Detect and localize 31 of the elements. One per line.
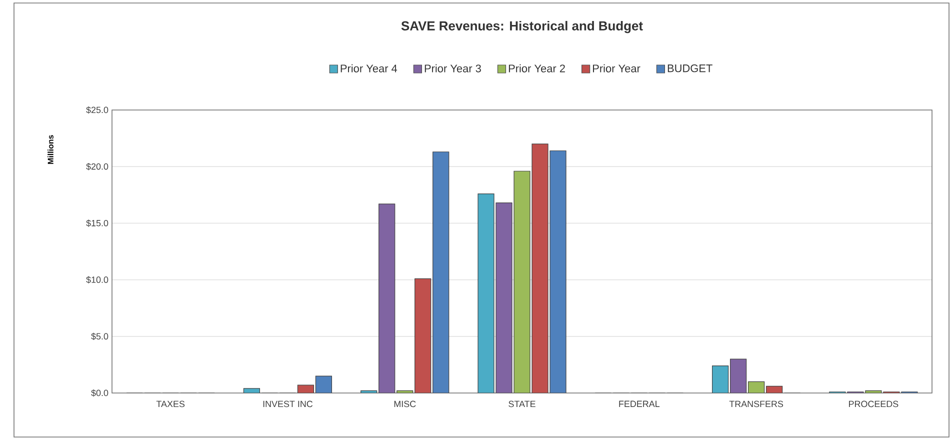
y-tick-label: $25.0 (86, 106, 108, 114)
x-tick-label: TAXES (156, 400, 185, 408)
legend-label: Prior Year 2 (508, 64, 565, 72)
bar (748, 382, 764, 393)
x-tick-label: FEDERAL (619, 400, 660, 407)
x-tick-label: MISC (394, 400, 416, 408)
bar (414, 278, 432, 393)
bar (432, 152, 450, 393)
y-tick-label: $20.0 (86, 162, 108, 170)
legend-label: BUDGET (668, 64, 712, 72)
bar (550, 150, 566, 393)
y-tick-label: $5.0 (91, 332, 108, 340)
legend-label: Prior Year 3 (424, 64, 481, 72)
bar (496, 202, 512, 393)
bar (532, 144, 548, 393)
bar (315, 376, 332, 393)
legend-label: Prior Year 4 (340, 64, 398, 72)
legend-label: Prior Year (592, 64, 640, 72)
bar (378, 204, 396, 393)
x-tick-label: PROCEEDS (849, 400, 898, 408)
x-tick-label: TRANSFERS (729, 400, 784, 408)
bar (514, 170, 530, 393)
y-tick-label: $10.0 (86, 276, 108, 284)
y-tick-label: $15.0 (86, 220, 108, 227)
bar (712, 366, 729, 393)
bar (478, 193, 494, 393)
x-tick-label: INVEST INC (263, 400, 313, 408)
y-tick-label: $0.0 (91, 389, 108, 397)
x-tick-label: STATE (508, 400, 536, 408)
bar (730, 358, 747, 393)
chart-title: SAVE Revenues: Historical and Budget (401, 20, 643, 34)
